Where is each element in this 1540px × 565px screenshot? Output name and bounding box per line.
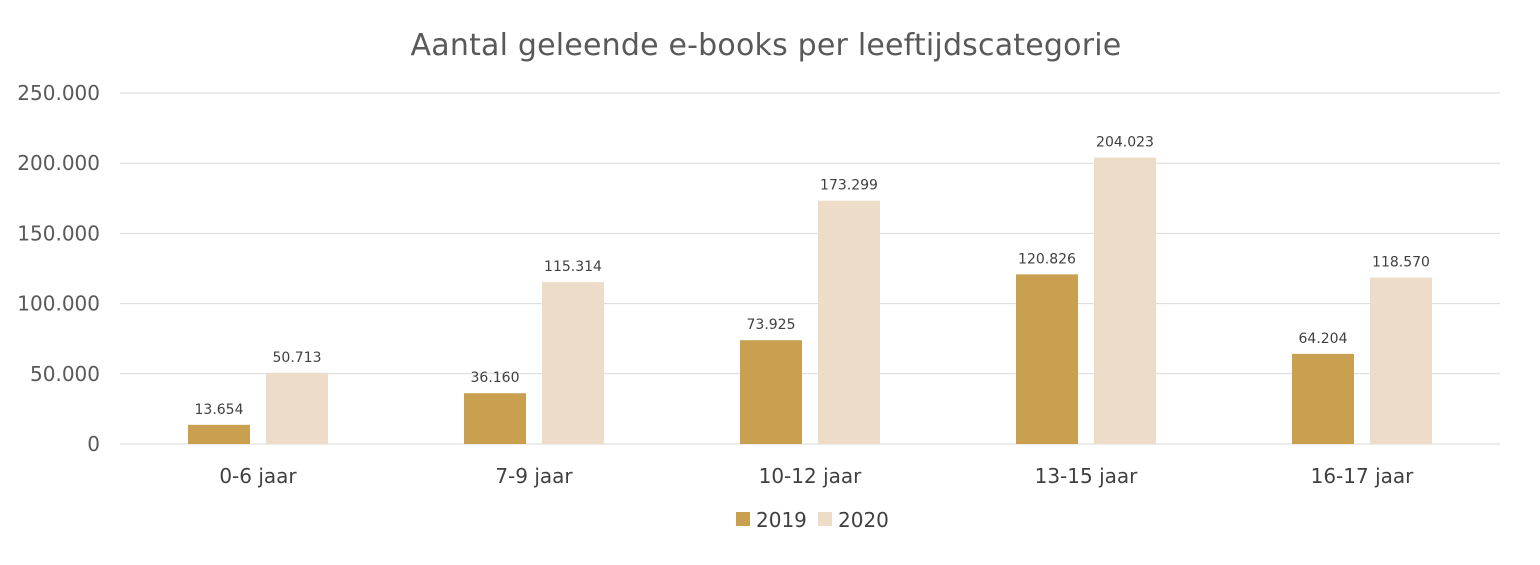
x-tick-label: 16-17 jaar [1311,464,1415,488]
bar-2020-4 [1370,277,1432,444]
legend-label: 2020 [838,508,889,532]
data-label: 73.925 [747,317,796,333]
bar-2019-3 [1016,274,1078,444]
chart-title: Aantal geleende e-books per leeftijdscat… [410,28,1122,63]
y-tick-label: 150.000 [17,221,100,245]
bar-2020-3 [1094,157,1156,445]
bar-2020-2 [818,200,880,444]
bar-2020-1 [542,282,604,444]
legend-swatch-2019 [736,512,750,526]
y-tick-label: 50.000 [30,362,100,386]
bar-2019-2 [740,340,802,444]
data-label: 36.160 [471,370,520,386]
data-label: 50.713 [273,350,322,366]
data-label: 118.570 [1372,255,1430,271]
data-label: 13.654 [195,402,244,418]
data-label: 115.314 [544,259,602,275]
y-tick-label: 200.000 [17,151,100,175]
bar-2019-0 [188,424,250,444]
y-tick-label: 100.000 [17,292,100,316]
x-tick-label: 7-9 jaar [495,464,573,488]
data-label: 204.023 [1096,135,1154,151]
legend-swatch-2020 [818,512,832,526]
bar-2019-4 [1292,353,1354,444]
data-label: 120.826 [1018,251,1076,267]
y-tick-label: 250.000 [17,81,100,105]
data-label: 173.299 [820,178,878,194]
y-tick-label: 0 [87,432,100,456]
x-tick-label: 10-12 jaar [759,464,863,488]
x-tick-label: 0-6 jaar [219,464,297,488]
bar-2019-1 [464,393,526,444]
x-tick-label: 13-15 jaar [1035,464,1139,488]
legend-label: 2019 [756,508,807,532]
data-label: 64.204 [1299,331,1348,347]
bar-2020-0 [266,372,328,444]
